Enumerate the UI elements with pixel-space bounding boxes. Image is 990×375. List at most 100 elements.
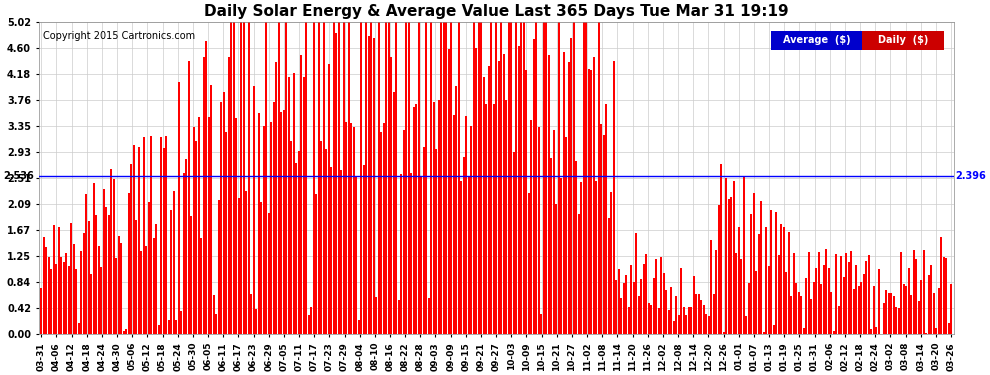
Bar [870, 329, 872, 334]
Bar [293, 73, 295, 334]
Bar [528, 193, 530, 334]
Bar [208, 117, 210, 334]
Bar [123, 331, 125, 334]
Text: Average  ($): Average ($) [782, 36, 850, 45]
Bar [570, 38, 572, 334]
Bar [708, 316, 710, 334]
Bar [703, 305, 705, 334]
Bar [798, 292, 800, 334]
Bar [760, 201, 762, 334]
Bar [343, 22, 345, 334]
Bar [83, 233, 85, 334]
Bar [672, 321, 674, 334]
Bar [780, 224, 782, 334]
Text: Copyright 2015 Cartronics.com: Copyright 2015 Cartronics.com [44, 31, 195, 41]
Bar [857, 286, 859, 334]
Bar [693, 276, 695, 334]
Bar [108, 215, 110, 334]
Bar [125, 329, 128, 334]
Bar [613, 61, 615, 334]
Bar [41, 288, 43, 334]
Bar [713, 294, 715, 334]
Bar [543, 22, 545, 334]
Bar [913, 250, 915, 334]
Bar [55, 264, 57, 334]
Bar [457, 22, 459, 334]
Bar [833, 332, 835, 334]
Bar [272, 102, 274, 334]
Bar [270, 122, 272, 334]
Bar [660, 257, 662, 334]
Bar [90, 274, 92, 334]
Bar [918, 301, 920, 334]
Bar [628, 307, 630, 334]
Bar [443, 22, 445, 334]
Bar [143, 137, 145, 334]
Bar [370, 22, 372, 334]
Bar [847, 262, 849, 334]
Bar [733, 181, 735, 334]
Bar [608, 218, 610, 334]
Bar [383, 123, 385, 334]
Bar [405, 22, 407, 334]
Bar [75, 269, 77, 334]
Bar [736, 254, 738, 334]
Bar [170, 210, 172, 334]
Bar [577, 214, 579, 334]
Text: 2.396: 2.396 [955, 171, 986, 182]
Bar [431, 22, 433, 334]
Bar [655, 259, 657, 334]
Bar [610, 192, 612, 334]
Bar [603, 135, 605, 334]
Bar [320, 141, 322, 334]
Bar [193, 127, 195, 334]
Bar [915, 259, 917, 334]
Bar [205, 41, 207, 334]
Bar [850, 251, 852, 334]
Bar [728, 199, 730, 334]
Bar [715, 251, 717, 334]
Bar [900, 252, 902, 334]
Bar [57, 226, 59, 334]
Bar [360, 22, 362, 334]
Bar [895, 307, 897, 334]
Bar [536, 22, 538, 334]
Bar [433, 102, 435, 334]
Bar [541, 314, 543, 334]
Bar [615, 279, 617, 334]
Bar [638, 296, 640, 334]
Bar [838, 306, 840, 334]
Bar [698, 294, 700, 334]
Bar [218, 200, 220, 334]
Bar [336, 33, 338, 334]
Bar [818, 252, 820, 334]
Bar [180, 311, 182, 334]
Bar [940, 237, 942, 334]
Bar [738, 227, 740, 334]
Bar [267, 213, 269, 334]
Bar [675, 296, 677, 334]
Bar [923, 251, 925, 334]
Bar [172, 191, 174, 334]
Bar [665, 290, 667, 334]
Bar [375, 297, 377, 334]
Bar [515, 22, 517, 334]
Bar [930, 264, 932, 334]
Bar [365, 22, 367, 334]
Bar [450, 22, 452, 334]
Bar [860, 282, 862, 334]
Bar [950, 284, 952, 334]
Bar [220, 102, 222, 334]
Bar [495, 22, 497, 334]
Bar [520, 22, 522, 334]
Bar [238, 198, 240, 334]
Bar [933, 293, 935, 334]
Bar [300, 55, 302, 334]
Bar [690, 307, 692, 334]
Bar [645, 254, 647, 334]
Title: Daily Solar Energy & Average Value Last 365 Days Tue Mar 31 19:19: Daily Solar Energy & Average Value Last … [204, 4, 788, 19]
Bar [413, 107, 415, 334]
Bar [367, 36, 369, 334]
Bar [695, 294, 697, 334]
Bar [557, 22, 559, 334]
